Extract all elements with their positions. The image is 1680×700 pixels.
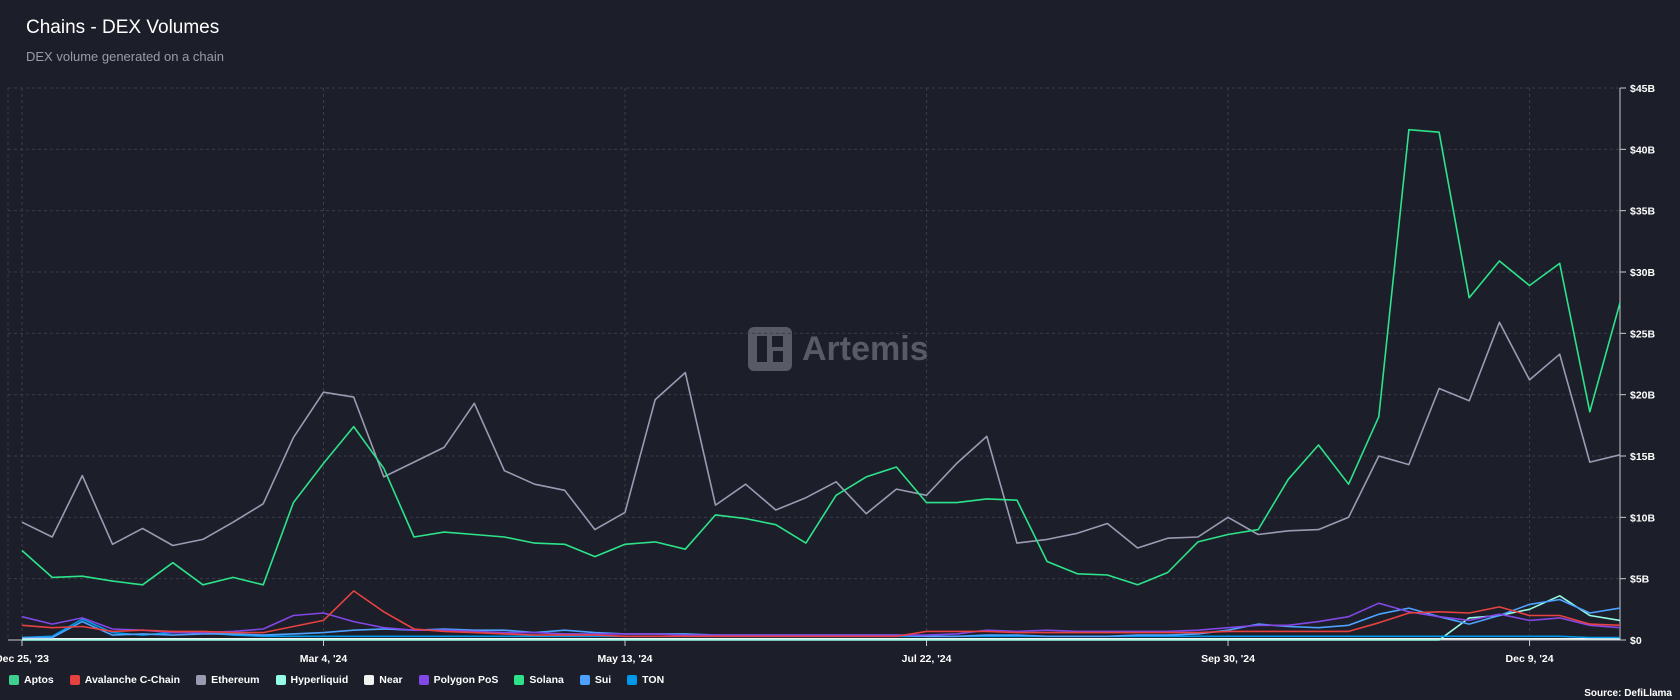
y-tick-label: $15B (1630, 451, 1656, 463)
x-tick-label: Mar 4, '24 (300, 653, 348, 665)
legend-swatch (418, 675, 429, 685)
y-tick-label: $40B (1630, 144, 1656, 156)
legend-item[interactable]: TON (627, 674, 664, 686)
series-line-solana (21, 128, 1621, 586)
series-line-hyperliquid (22, 594, 1621, 641)
legend-item[interactable]: Sui (579, 674, 612, 686)
legend-label: Hyperliquid (290, 674, 349, 686)
series-line-ethereum (21, 321, 1621, 549)
legend-item[interactable]: Ethereum (196, 674, 260, 686)
axes: $0 $5B $10B $15B $20B $25B $30B $35B $40B $45B Dec… (0, 83, 1656, 665)
legend-label: Polygon PoS (433, 674, 499, 686)
watermark: Artemis (748, 327, 929, 371)
legend-swatch (627, 675, 638, 685)
chart-subtitle: DEX volume generated on a chain (26, 49, 225, 64)
legend-item[interactable]: Avalanche C-Chain (69, 674, 181, 686)
legend-label: Aptos (24, 674, 54, 686)
legend-item[interactable]: Aptos (9, 674, 54, 686)
legend-item[interactable]: Near (364, 674, 403, 686)
x-tick-label: Jul 22, '24 (902, 653, 952, 665)
y-tick-label: $45B (1630, 83, 1656, 95)
x-tick-label: Sep 30, '24 (1201, 653, 1255, 665)
legend-item[interactable]: Hyperliquid (275, 674, 349, 686)
series-lines (21, 128, 1621, 641)
x-tick-label: Dec 25, '23 (0, 653, 49, 665)
legend-swatch (275, 675, 286, 685)
legend-label: Solana (529, 674, 564, 686)
legend-swatch (514, 675, 525, 685)
legend-swatch (364, 675, 375, 685)
x-tick-label: Dec 9, '24 (1506, 653, 1554, 665)
y-tick-label: $35B (1630, 206, 1656, 218)
legend-item[interactable]: Polygon PoS (418, 674, 499, 686)
artemis-logo-icon (748, 327, 792, 371)
grid-lines (7, 87, 1620, 641)
legend-label: Avalanche C-Chain (84, 674, 181, 686)
y-tick-label: $20B (1630, 390, 1656, 402)
x-tick-label: May 13, '24 (597, 653, 652, 665)
y-tick-label: $0 (1630, 635, 1642, 647)
watermark-text: Artemis (802, 329, 929, 368)
legend-label: TON (642, 674, 665, 686)
series-line-polygon-pos (21, 602, 1621, 636)
chart-title: Chains - DEX Volumes (26, 17, 220, 38)
legend-item[interactable]: Solana (514, 674, 564, 686)
y-tick-label: $30B (1630, 267, 1656, 279)
legend-label: Ethereum (211, 674, 260, 686)
legend-label: Sui (594, 674, 612, 686)
y-tick-label: $10B (1630, 512, 1656, 524)
legend-label: Near (379, 674, 403, 686)
legend-swatch (9, 675, 19, 685)
chart-legend: Aptos Avalanche C-Chain Ethereum Hyperliqui… (9, 674, 664, 686)
legend-swatch (196, 675, 207, 685)
source-note: Source: DefiLlama (1584, 688, 1672, 699)
legend-swatch (69, 675, 80, 685)
legend-swatch (579, 675, 590, 685)
series-line-avalanche-c-chain (21, 590, 1621, 638)
y-tick-label: $5B (1630, 574, 1650, 586)
y-tick-label: $25B (1630, 328, 1656, 340)
